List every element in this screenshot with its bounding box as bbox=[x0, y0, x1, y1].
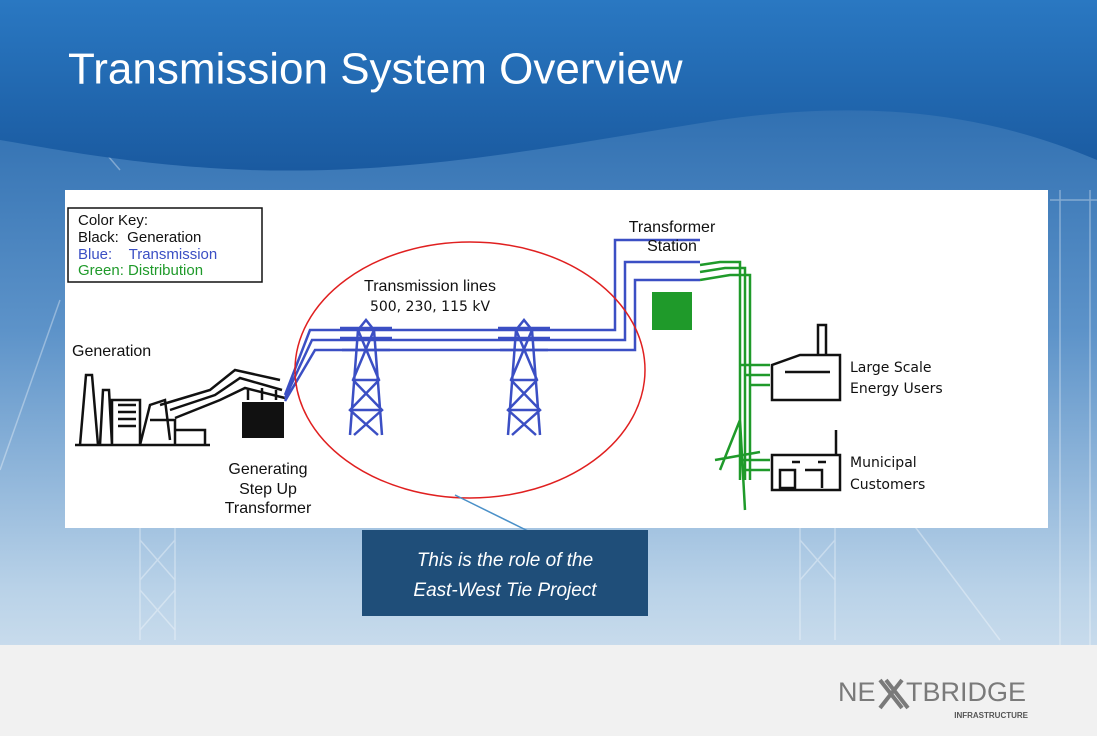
label: Generation bbox=[72, 343, 151, 360]
key-heading: Color Key: bbox=[78, 212, 148, 229]
callout-text: East-West Tie Project bbox=[413, 580, 597, 601]
key-line: Blue: Transmission bbox=[78, 246, 217, 263]
callout-box bbox=[362, 530, 648, 616]
label: Customers bbox=[850, 477, 925, 493]
key-line: Green: Distribution bbox=[78, 262, 203, 279]
label: Transformer bbox=[225, 500, 312, 517]
label: Step Up bbox=[239, 481, 297, 498]
label: Energy Users bbox=[850, 381, 943, 397]
label: 500, 230, 115 kV bbox=[370, 299, 491, 315]
label: Transformer bbox=[629, 219, 716, 236]
slide: Transmission System Overview Color Key: … bbox=[0, 0, 1097, 736]
logo-tagline: INFRASTRUCTURE bbox=[954, 711, 1028, 720]
logo-text: TBRIDGE bbox=[906, 677, 1026, 707]
label: Transmission lines bbox=[364, 278, 496, 295]
label: Municipal bbox=[850, 455, 917, 471]
station-body bbox=[652, 292, 692, 330]
callout: This is the role of the East-West Tie Pr… bbox=[362, 530, 648, 616]
label: Large Scale bbox=[850, 360, 932, 376]
title: Transmission System Overview bbox=[68, 45, 683, 94]
transformer-body bbox=[242, 402, 284, 438]
label: Station bbox=[647, 238, 697, 255]
label: Generating bbox=[228, 461, 307, 478]
color-key: Color Key: Black: Generation Blue: Trans… bbox=[68, 208, 262, 282]
logo-text: NE bbox=[838, 677, 876, 707]
key-line: Black: Generation bbox=[78, 229, 201, 246]
callout-text: This is the role of the bbox=[417, 550, 593, 571]
